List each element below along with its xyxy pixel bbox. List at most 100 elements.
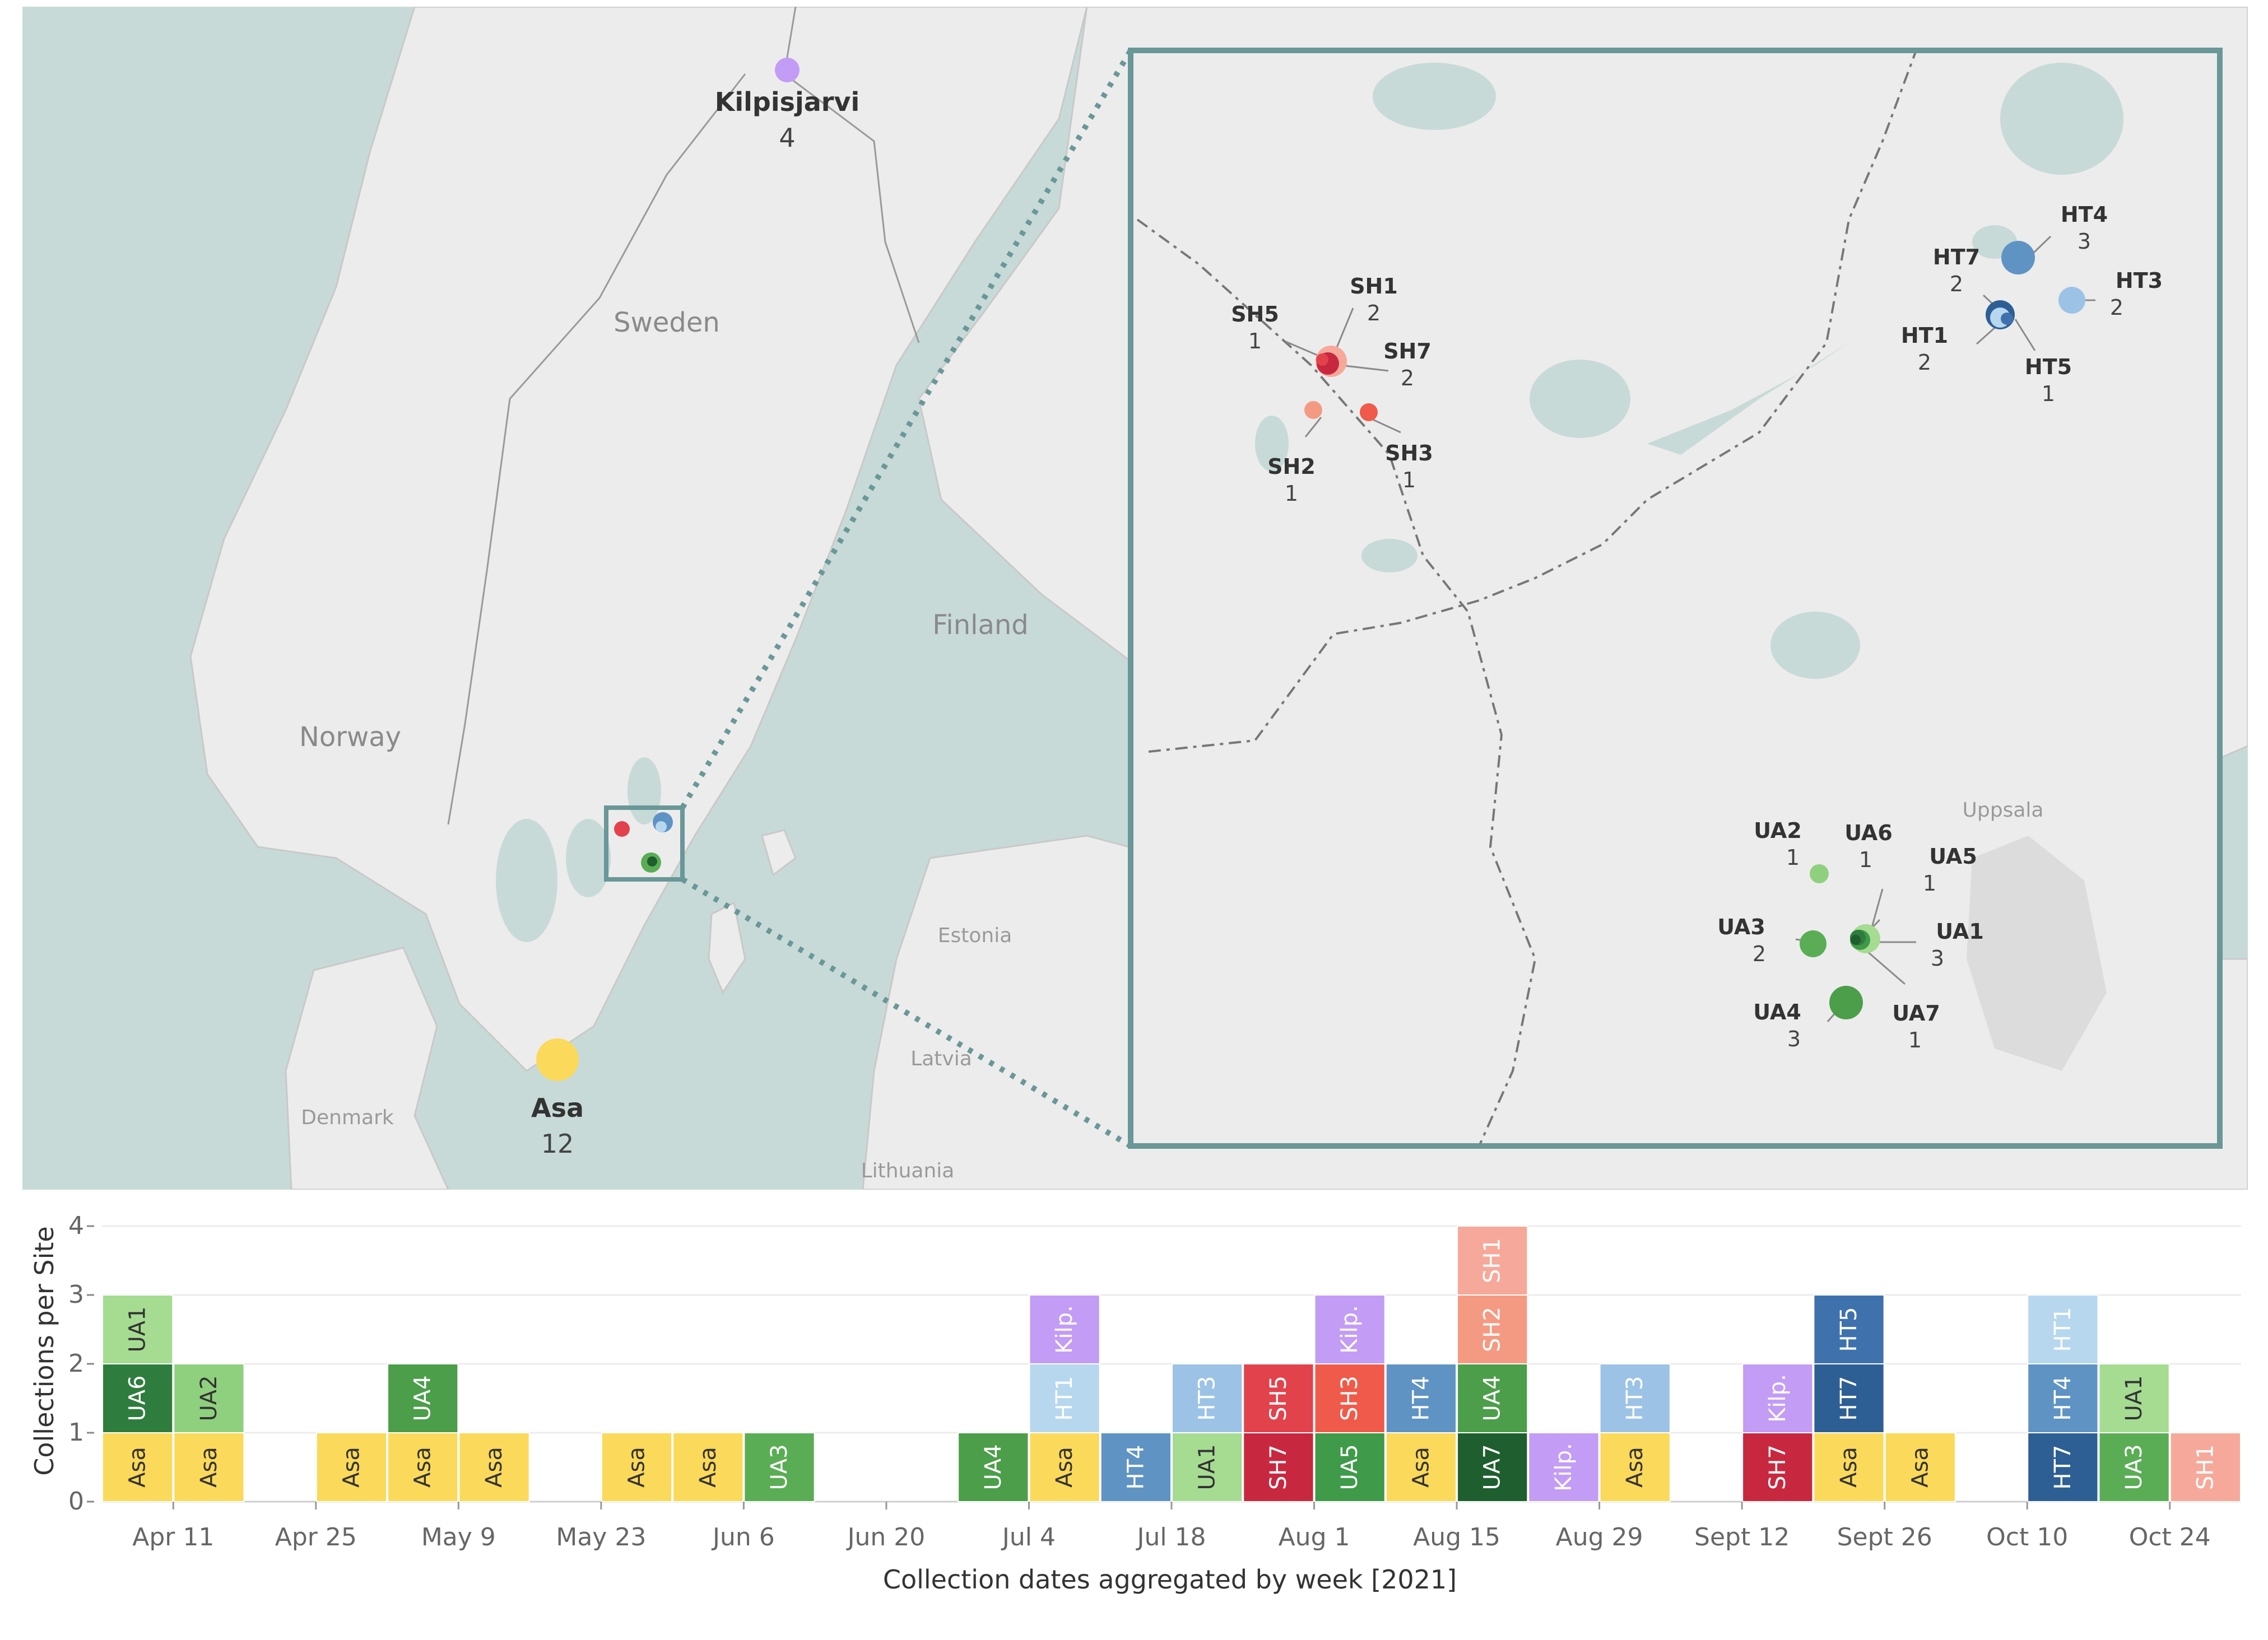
- bar-label-asa: Asa: [1622, 1447, 1648, 1488]
- bar-segment-asa[interactable]: [173, 1432, 245, 1502]
- bar-label-ht4: HT4: [2050, 1376, 2076, 1421]
- bar-segment-sh3[interactable]: [1314, 1363, 1386, 1433]
- x-tick-label-aug-15: Aug 15: [1413, 1523, 1500, 1552]
- bar-segment-ua1[interactable]: [2098, 1363, 2170, 1433]
- bar-label-ua4: UA4: [1480, 1375, 1505, 1421]
- bar-label-ua7: UA7: [1480, 1444, 1505, 1490]
- locator-box: [604, 805, 685, 882]
- site-marker-ht3[interactable]: [2058, 287, 2085, 314]
- y-axis-title: Collections per Site: [29, 1226, 59, 1475]
- bar-label-ua1: UA1: [2121, 1375, 2147, 1421]
- bar-label-sh7: SH7: [1266, 1445, 1291, 1490]
- bar-segment-ht4[interactable]: [1100, 1432, 1172, 1502]
- bar-segment-ua4[interactable]: [958, 1432, 1029, 1502]
- site-marker-ua2[interactable]: [1810, 864, 1829, 883]
- site-count-sh3: 1: [1402, 468, 1416, 492]
- bar-segment-ht4[interactable]: [1385, 1363, 1457, 1433]
- bar-segment-asa[interactable]: [672, 1432, 744, 1502]
- site-count-ua1: 3: [1931, 946, 1944, 971]
- site-name-ua3: UA3: [1717, 915, 1765, 939]
- site-marker-sh2[interactable]: [1304, 401, 1322, 419]
- bar-segment-asa[interactable]: [315, 1432, 388, 1502]
- bar-segment-ht7[interactable]: [1813, 1363, 1885, 1433]
- bar-segment-asa[interactable]: [1599, 1432, 1671, 1502]
- site-marker-ht5[interactable]: [2001, 313, 2013, 325]
- bar-segment-ua2[interactable]: [173, 1363, 245, 1433]
- bar-label-ua5: UA5: [1337, 1444, 1363, 1490]
- bar-segment-ua6[interactable]: [102, 1363, 174, 1433]
- bar-label-sh1: SH1: [1480, 1238, 1505, 1283]
- bar-segment-asa[interactable]: [1029, 1432, 1100, 1502]
- site-marker-ua7[interactable]: [1851, 935, 1861, 945]
- x-tick-label-oct-10: Oct 10: [1986, 1523, 2068, 1552]
- y-tick-label-2: 2: [68, 1349, 84, 1378]
- site-marker-sh3[interactable]: [1360, 403, 1378, 421]
- bar-segment-asa[interactable]: [601, 1432, 673, 1502]
- site-marker-ht4[interactable]: [2001, 241, 2035, 274]
- bar-segment-ht1[interactable]: [2027, 1294, 2099, 1364]
- site-count-ht7: 2: [1950, 272, 1963, 296]
- bar-segment-ht7[interactable]: [2027, 1432, 2099, 1502]
- bar-segment-kilp[interactable]: [1314, 1294, 1386, 1364]
- bar-segment-asa[interactable]: [1813, 1432, 1885, 1502]
- bar-segment-ht3[interactable]: [1599, 1363, 1671, 1433]
- bar-segment-asa[interactable]: [1884, 1432, 1956, 1502]
- x-tick-label-apr-25: Apr 25: [275, 1523, 357, 1552]
- x-tick-label-sept-26: Sept 26: [1837, 1523, 1932, 1552]
- bar-label-sh3: SH3: [1337, 1376, 1363, 1421]
- locator-ht-marker-2: [656, 821, 667, 832]
- x-axis-title: Collection dates aggregated by week [202…: [883, 1564, 1457, 1595]
- bar-segment-ht5[interactable]: [1813, 1294, 1885, 1364]
- bar-label-ua4: UA4: [980, 1444, 1006, 1490]
- x-tick-label-jul-18: Jul 18: [1135, 1523, 1206, 1552]
- bar-label-kilp: Kilp.: [1052, 1305, 1077, 1354]
- bar-label-ua4: UA4: [410, 1375, 436, 1421]
- bar-label-sh5: SH5: [1266, 1376, 1291, 1421]
- bar-label-ht4: HT4: [1123, 1445, 1149, 1490]
- bar-segment-ua5[interactable]: [1314, 1432, 1386, 1502]
- bar-segment-ht4[interactable]: [2027, 1363, 2099, 1433]
- bar-segment-sh7[interactable]: [1243, 1432, 1314, 1502]
- bar-segment-ua1[interactable]: [1172, 1432, 1243, 1502]
- inset-frame: [1128, 48, 2223, 1149]
- site-name-ua4: UA4: [1753, 1000, 1801, 1024]
- bar-segment-sh2[interactable]: [1457, 1294, 1528, 1364]
- bar-segment-asa[interactable]: [458, 1432, 530, 1502]
- site-marker-sh5[interactable]: [1316, 353, 1328, 366]
- bar-label-asa: Asa: [1907, 1447, 1933, 1488]
- inset-map: Uppsala: [1128, 48, 2223, 1149]
- bar-segment-kilp[interactable]: [1528, 1432, 1600, 1502]
- bar-segment-ua4[interactable]: [387, 1363, 459, 1433]
- x-tick-label-jun-20: Jun 20: [846, 1523, 926, 1552]
- bar-segment-ht3[interactable]: [1172, 1363, 1243, 1433]
- bar-segment-kilp[interactable]: [1029, 1294, 1100, 1364]
- bar-label-sh2: SH2: [1480, 1307, 1505, 1352]
- site-count-sh2: 1: [1285, 481, 1298, 506]
- bar-segment-sh5[interactable]: [1243, 1363, 1314, 1433]
- bar-label-ua2: UA2: [196, 1375, 222, 1421]
- site-marker-ua3[interactable]: [1800, 930, 1827, 957]
- site-marker-asa[interactable]: [536, 1038, 579, 1081]
- site-name-ua5: UA5: [1929, 844, 1977, 869]
- bar-segment-ua3[interactable]: [743, 1432, 815, 1502]
- bar-segment-sh7[interactable]: [1742, 1432, 1814, 1502]
- bar-label-ht4: HT4: [1408, 1376, 1434, 1421]
- bar-segment-sh1[interactable]: [2169, 1432, 2242, 1502]
- x-tick-label-may-23: May 23: [556, 1523, 646, 1552]
- bar-segment-asa[interactable]: [102, 1432, 174, 1502]
- bar-segment-ua4[interactable]: [1457, 1363, 1528, 1433]
- bar-label-ht3: HT3: [1195, 1376, 1220, 1421]
- bar-segment-ua1[interactable]: [102, 1294, 174, 1364]
- country-label-sweden: Sweden: [614, 307, 720, 338]
- site-count-ht4: 3: [2078, 229, 2091, 254]
- site-count-ua2: 1: [1786, 845, 1800, 870]
- bar-label-asa: Asa: [338, 1447, 364, 1488]
- site-name-ua6: UA6: [1844, 821, 1893, 845]
- site-marker-ua4[interactable]: [1829, 986, 1863, 1019]
- site-count-ua3: 2: [1753, 942, 1766, 966]
- bar-segment-kilp[interactable]: [1742, 1363, 1814, 1433]
- bar-label-asa: Asa: [196, 1447, 222, 1488]
- site-marker-kilpisjarvi[interactable]: [775, 58, 800, 82]
- bar-segment-sh1[interactable]: [1457, 1226, 1528, 1296]
- site-name-ht1: HT1: [1901, 323, 1948, 348]
